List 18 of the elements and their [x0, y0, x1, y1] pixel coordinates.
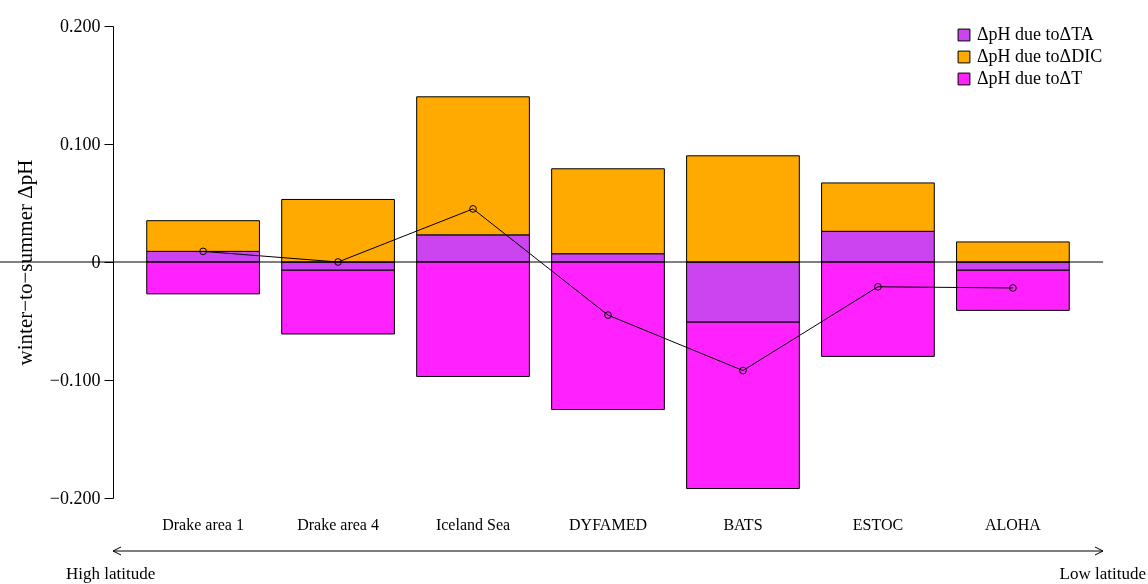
- text: Low latitude: [1059, 564, 1146, 584]
- x-tick-label: Drake area 1: [162, 515, 244, 533]
- legend-label: ΔpH due toΔT: [977, 68, 1083, 88]
- y-axis-title: winter−to−summer ΔpH: [12, 159, 37, 366]
- y-tick-label: −0.200: [49, 487, 101, 508]
- x-tick-label: ESTOC: [852, 515, 904, 533]
- y-tick-label: −0.100: [49, 369, 101, 390]
- y-tick-label: 0: [91, 251, 101, 272]
- legend-label: ΔpH due toΔTA: [977, 24, 1094, 44]
- x-tick-label: DYFAMED: [569, 515, 647, 533]
- x-tick-label: BATS: [723, 515, 763, 533]
- x-tick-label: Iceland Sea: [435, 515, 511, 533]
- y-tick-label: 0.100: [60, 133, 101, 154]
- y-tick-label: 0.200: [60, 15, 101, 36]
- text: High latitude: [66, 564, 156, 584]
- x-tick-label: Drake area 4: [297, 515, 379, 533]
- x-tick-label: ALOHA: [984, 515, 1042, 533]
- legend-label: ΔpH due toΔDIC: [977, 46, 1103, 66]
